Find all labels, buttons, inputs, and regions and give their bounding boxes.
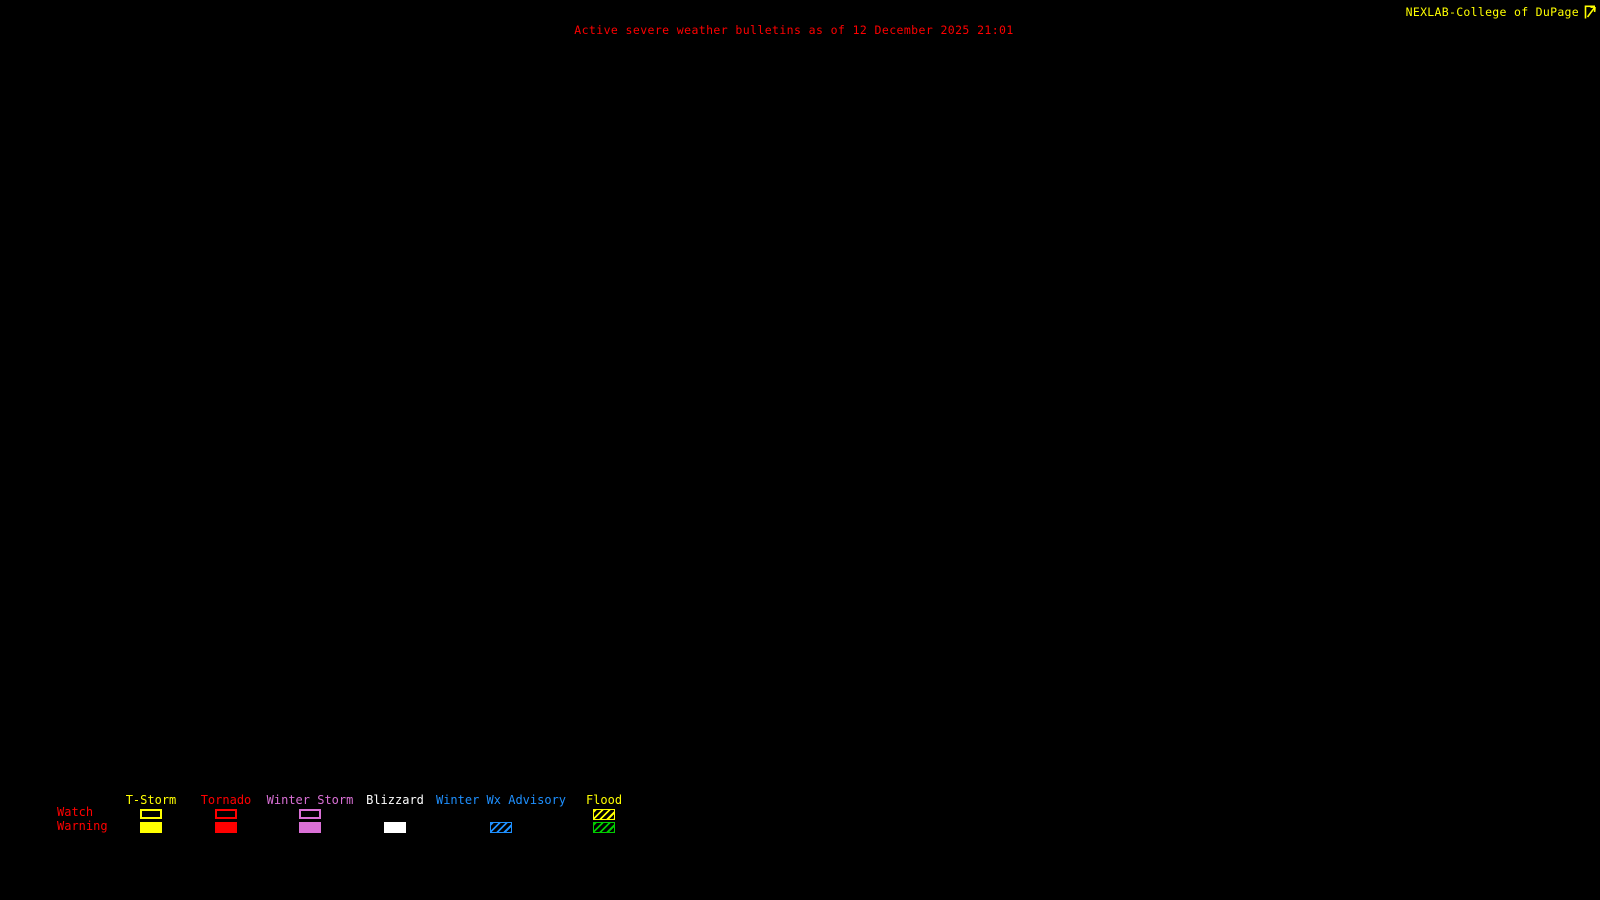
legend-column: Tornado (193, 794, 259, 833)
legend-row-label-warning: Warning (57, 819, 108, 833)
legend-column-label: T-Storm (125, 793, 177, 807)
legend-columns: T-Storm Tornado Winter Storm Blizzard Winter… (118, 794, 624, 833)
nexlab-credit: NEXLAB-College of DuPage (1406, 4, 1597, 20)
legend-column: Blizzard (365, 794, 425, 833)
legend-column-label: Blizzard (366, 793, 424, 807)
legend-column: Winter Storm (264, 794, 356, 833)
legend-swatch-watch (215, 808, 237, 820)
legend-swatch-warning (384, 821, 406, 833)
legend-swatch-watch (299, 808, 321, 820)
legend: Watch Warning T-Storm Tornado Winter Storm… (0, 794, 700, 834)
legend-column-label: Tornado (200, 793, 252, 807)
legend-column-label: Winter Storm (266, 793, 354, 807)
legend-swatch-warning (593, 821, 615, 833)
legend-column: Flood (584, 794, 624, 833)
legend-column: T-Storm (118, 794, 184, 833)
legend-column: Winter Wx Advisory (436, 794, 566, 833)
legend-swatch-warning (490, 821, 512, 833)
legend-swatch-watch (593, 808, 615, 820)
nexlab-credit-label: NEXLAB-College of DuPage (1405, 5, 1579, 19)
legend-column-label: Flood (585, 793, 623, 807)
legend-row-label-watch: Watch (57, 805, 94, 819)
legend-swatch-watch (140, 808, 162, 820)
legend-swatch-warning (299, 821, 321, 833)
legend-swatch-warning (140, 821, 162, 833)
nexlab-logo-icon (1583, 4, 1597, 20)
bulletin-title: Active severe weather bulletins as of 12… (574, 23, 1014, 37)
legend-column-label: Winter Wx Advisory (435, 793, 567, 807)
legend-swatch-warning (215, 821, 237, 833)
